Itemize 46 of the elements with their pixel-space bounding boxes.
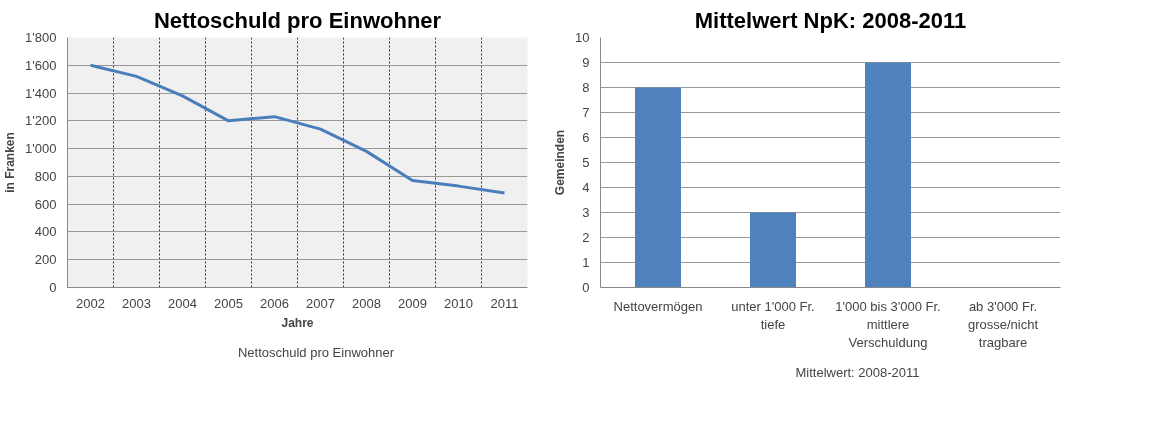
bar	[635, 87, 681, 288]
y-tick-label: 1'400	[25, 85, 57, 101]
y-tick-label: 10	[575, 30, 590, 45]
x-tick-label: 1'000 bis 3'000 Fr. mittlere Verschuldung	[835, 298, 941, 350]
text: Mittelwert: 2008-2011	[795, 364, 920, 380]
y-tick-label: 3	[582, 205, 590, 220]
x-tick-label: 2005	[214, 295, 243, 311]
x-tick-label: 2009	[398, 295, 427, 311]
y-tick-label: 600	[34, 196, 57, 212]
x-axis-title: Jahre	[281, 315, 314, 330]
y-axis-title: Gemeinden	[553, 129, 568, 196]
text: Nettoschuld pro Einwohner	[237, 344, 395, 360]
x-tick-label: 2007	[306, 295, 335, 311]
x-tick-label: ab 3'000 Fr. grosse/nicht tragbare	[967, 298, 1039, 350]
y-tick-label: 1'000	[25, 141, 57, 157]
y-tick-label: 7	[582, 105, 590, 120]
x-tick-label: 2011	[490, 295, 519, 311]
y-tick-label: 2	[582, 230, 590, 245]
x-tick-label: 2010	[444, 295, 473, 311]
y-tick-label: 400	[34, 224, 57, 240]
y-axis-title: in Franken	[3, 132, 18, 193]
chart-title: Nettoschuld pro Einwohner	[153, 7, 442, 33]
bar	[865, 62, 911, 288]
x-tick-label: unter 1'000 Fr. tiefe	[731, 298, 815, 332]
y-tick-label: 0	[49, 280, 57, 295]
y-tick-label: 9	[582, 55, 590, 70]
x-tick-label: Nettovermögen	[613, 298, 703, 314]
y-tick-label: 1'200	[25, 113, 57, 129]
x-tick-label: 2003	[122, 295, 151, 311]
y-tick-label: 0	[582, 280, 590, 295]
x-tick-label: 2004	[168, 295, 197, 311]
chart-title: Mittelwert NpK: 2008-2011	[694, 7, 967, 33]
y-tick-label: 8	[582, 80, 590, 95]
y-tick-label: 4	[582, 180, 590, 195]
y-tick-label: 6	[582, 130, 590, 145]
y-tick-label: 5	[582, 155, 590, 170]
y-tick-label: 1'800	[25, 30, 57, 45]
line-series	[89, 63, 506, 195]
y-tick-label: 1'600	[25, 57, 57, 73]
x-tick-label: 2008	[352, 295, 381, 311]
x-tick-label: 2002	[76, 295, 105, 311]
x-tick-label: 2006	[260, 295, 289, 311]
bar	[750, 212, 796, 288]
y-tick-label: 200	[34, 252, 57, 268]
y-tick-label: 800	[34, 168, 57, 184]
y-tick-label: 1	[582, 255, 590, 270]
